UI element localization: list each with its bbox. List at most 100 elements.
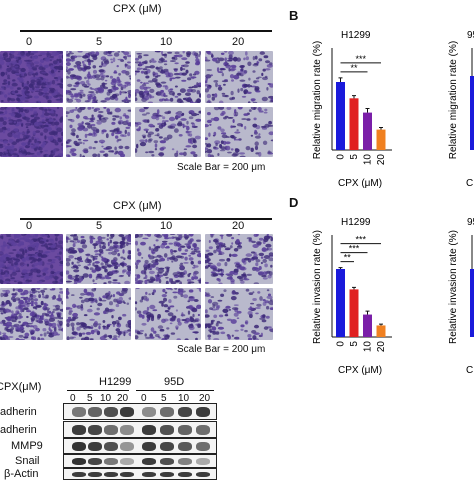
panel-a-micrograph xyxy=(66,107,131,157)
panel-c-dose-10: 10 xyxy=(160,220,173,232)
wb-box xyxy=(63,438,217,454)
panel-c-micrograph xyxy=(66,234,131,284)
wb-band xyxy=(72,407,86,417)
wb-band xyxy=(196,458,210,465)
wb-band xyxy=(72,442,86,451)
wb-row-label: Snail xyxy=(15,455,40,467)
panel-b-ylabel: Relative migration rate (%) xyxy=(312,41,323,159)
wb-band xyxy=(88,425,102,435)
panel-c-dose-20: 20 xyxy=(232,220,245,232)
wb-dose-header: CPX(μM) xyxy=(0,381,42,393)
panel-d-right-xlabel: C xyxy=(466,365,473,376)
panel-c-micrograph xyxy=(205,288,273,340)
error-bar-20 xyxy=(379,323,383,326)
wb-dose-label: 0 xyxy=(70,393,76,404)
wb-row-label: β-Actin xyxy=(4,468,39,480)
wb-band xyxy=(160,442,174,451)
wb-group-95d: 95D xyxy=(164,376,185,388)
x-tick-label: 5 xyxy=(349,341,360,347)
x-tick-label: 0 xyxy=(336,341,347,347)
wb-band xyxy=(196,407,210,417)
wb-group-rule-95d xyxy=(136,390,214,391)
significance-label: ** xyxy=(350,63,358,73)
wb-band xyxy=(196,425,210,435)
wb-group-h1299: H1299 xyxy=(99,376,132,388)
panel-b-plot: 0 5 10 20 ***** xyxy=(331,48,392,166)
bar-10 xyxy=(363,112,372,150)
wb-band xyxy=(104,425,118,435)
panel-a-dose-10: 10 xyxy=(160,36,173,48)
significance-label: *** xyxy=(355,235,366,245)
error-bar-5 xyxy=(352,286,356,290)
panel-d-right-bar xyxy=(470,269,474,337)
wb-band xyxy=(104,407,118,417)
panel-a-micrograph xyxy=(135,51,201,103)
x-tick-label: 5 xyxy=(349,154,360,160)
panel-b-right-bar xyxy=(470,76,474,150)
wb-band xyxy=(196,472,210,477)
wb-band xyxy=(120,425,134,435)
panel-b-xlabel: CPX (μM) xyxy=(338,178,382,189)
wb-band xyxy=(160,425,174,435)
panel-b-right-ylabel: Relative migration rate (%) xyxy=(448,41,459,159)
panel-c-micrograph xyxy=(66,288,131,340)
panel-c-micrograph xyxy=(135,234,201,284)
bar-5 xyxy=(349,289,359,337)
x-tick-label: 20 xyxy=(376,154,387,166)
panel-d-chart: Relative invasion rate (%) H1299 0 5 10 20 *… xyxy=(312,217,474,376)
wb-band xyxy=(104,442,118,451)
wb-band xyxy=(160,407,174,417)
wb-dose-label: 5 xyxy=(87,393,93,404)
wb-band xyxy=(178,472,192,477)
panel-c-title-rule xyxy=(20,218,272,220)
panel-a-dose-0: 0 xyxy=(26,36,33,48)
panel-b-chart: Relative migration rate (%) H1299 0 5 10 20… xyxy=(312,30,474,189)
wb-band xyxy=(142,442,156,451)
panel-c-micrograph xyxy=(135,288,201,340)
wb-group-rule-h1299 xyxy=(67,390,129,391)
panel-b-cell-line: H1299 xyxy=(341,30,371,41)
wb-band xyxy=(72,472,86,477)
wb-band xyxy=(142,472,156,477)
bar-0 xyxy=(336,269,345,337)
panel-b-right-xlabel: C xyxy=(466,178,473,189)
wb-band xyxy=(142,425,156,435)
x-tick-label: 10 xyxy=(363,154,374,166)
bar-10 xyxy=(363,314,372,337)
wb-dose-label: 10 xyxy=(100,393,112,404)
panel-a-dose-20: 20 xyxy=(232,36,245,48)
wb-dose-label: 20 xyxy=(117,393,129,404)
wb-band xyxy=(160,458,174,465)
panel-a-micrograph xyxy=(0,51,63,103)
significance-label: *** xyxy=(355,54,366,64)
wb-band xyxy=(88,472,102,477)
wb-dose-label: 10 xyxy=(178,393,190,404)
wb-band xyxy=(196,442,210,451)
error-bar-0 xyxy=(338,267,343,269)
wb-band xyxy=(120,407,134,417)
error-bar-10 xyxy=(365,108,370,113)
panel-a-micrograph xyxy=(0,107,63,157)
wb-band xyxy=(104,458,118,465)
panel-d-cell-line: H1299 xyxy=(341,217,371,228)
bar-20 xyxy=(376,325,386,337)
panel-a-title: CPX (μM) xyxy=(113,3,162,15)
panel-b-letter: B xyxy=(289,8,299,23)
wb-band xyxy=(120,442,134,451)
wb-band xyxy=(104,472,118,477)
wb-dose-label: 0 xyxy=(141,393,147,404)
panel-a-dose-5: 5 xyxy=(96,36,103,48)
wb-band xyxy=(88,458,102,465)
wb-band xyxy=(88,442,102,451)
panel-c-micrograph xyxy=(205,234,273,284)
panel-c-micrograph xyxy=(0,288,63,340)
panel-d-xlabel: CPX (μM) xyxy=(338,365,382,376)
panel-d-plot: 0 5 10 20 ******** xyxy=(331,235,392,352)
significance-label: *** xyxy=(349,244,360,254)
wb-band xyxy=(72,458,86,465)
wb-band xyxy=(178,458,192,465)
wb-band xyxy=(120,472,134,477)
wb-band xyxy=(160,472,174,477)
wb-box xyxy=(63,403,217,420)
panel-c-dose-5: 5 xyxy=(96,220,103,232)
